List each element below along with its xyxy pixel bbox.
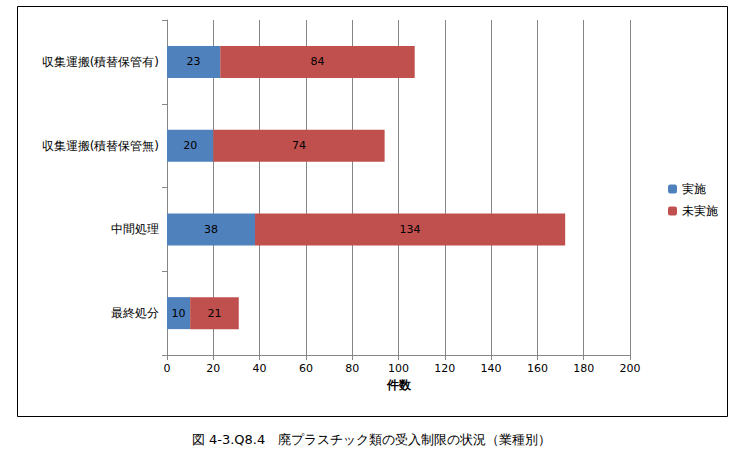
svg-text:0: 0 bbox=[164, 362, 171, 375]
svg-text:74: 74 bbox=[292, 139, 306, 152]
svg-text:中間処理: 中間処理 bbox=[111, 222, 159, 236]
svg-text:件数: 件数 bbox=[386, 378, 412, 392]
svg-text:140: 140 bbox=[481, 362, 502, 375]
svg-text:10: 10 bbox=[172, 307, 186, 320]
svg-text:180: 180 bbox=[573, 362, 594, 375]
svg-text:80: 80 bbox=[345, 362, 359, 375]
svg-text:84: 84 bbox=[310, 55, 324, 68]
svg-text:40: 40 bbox=[253, 362, 267, 375]
svg-text:120: 120 bbox=[434, 362, 455, 375]
svg-text:23: 23 bbox=[187, 55, 201, 68]
svg-text:実施: 実施 bbox=[682, 182, 706, 196]
svg-text:100: 100 bbox=[388, 362, 409, 375]
svg-text:20: 20 bbox=[183, 139, 197, 152]
svg-text:200: 200 bbox=[620, 362, 641, 375]
svg-text:60: 60 bbox=[299, 362, 313, 375]
svg-text:38: 38 bbox=[204, 223, 218, 236]
svg-text:160: 160 bbox=[527, 362, 548, 375]
svg-text:21: 21 bbox=[207, 307, 221, 320]
svg-text:収集運搬(積替保管無): 収集運搬(積替保管無) bbox=[42, 139, 159, 153]
svg-text:図 4-3.Q8.4 廃プラスチック類の受入制限の状況（業種: 図 4-3.Q8.4 廃プラスチック類の受入制限の状況（業種別） bbox=[192, 432, 551, 447]
svg-text:未実施: 未実施 bbox=[682, 204, 718, 218]
svg-text:収集運搬(積替保管有): 収集運搬(積替保管有) bbox=[42, 55, 159, 69]
svg-text:最終処分: 最終処分 bbox=[111, 306, 159, 320]
svg-text:20: 20 bbox=[206, 362, 220, 375]
svg-text:134: 134 bbox=[400, 223, 421, 236]
